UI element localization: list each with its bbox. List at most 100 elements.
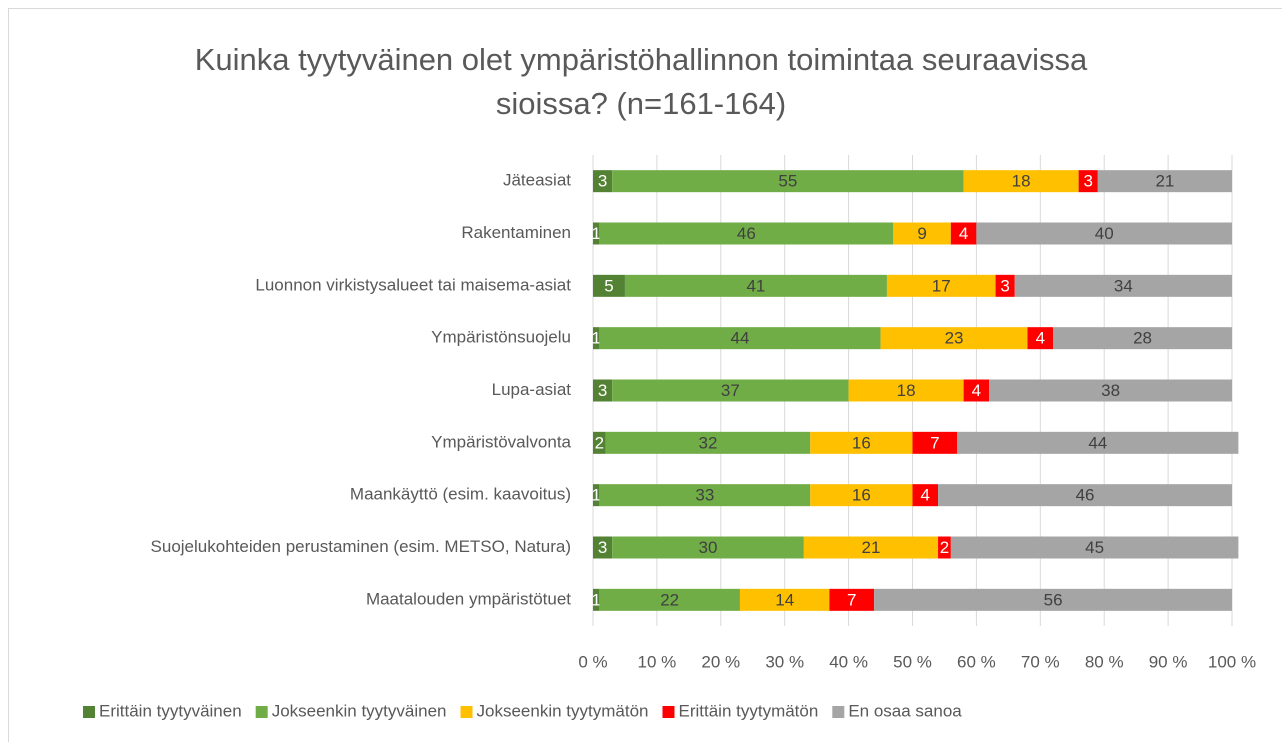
data-label: 3 [598, 172, 607, 191]
data-label: 4 [1036, 329, 1045, 348]
data-label: 38 [1101, 381, 1120, 400]
bar-segment [612, 536, 804, 559]
x-tick-label: 10 % [638, 652, 677, 671]
data-label: 17 [932, 276, 951, 295]
bar-segment [599, 484, 811, 507]
data-label: 28 [1133, 329, 1152, 348]
data-label: 7 [930, 433, 939, 452]
data-label: 32 [699, 433, 718, 452]
data-label: 5 [604, 276, 613, 295]
bar-segment [593, 222, 600, 245]
legend-label: Erittäin tyytyväinen [99, 701, 242, 720]
bar-segment [593, 327, 600, 350]
legend-swatch [832, 706, 845, 718]
legend-swatch [83, 706, 95, 718]
data-label: 14 [775, 590, 794, 609]
bar-segment [874, 588, 1232, 611]
bar-segment [810, 484, 913, 507]
data-label: 16 [852, 486, 871, 505]
data-label: 9 [917, 224, 926, 243]
x-tick-label: 50 % [893, 652, 932, 671]
bar-segment [989, 379, 1232, 402]
legend-swatch [255, 706, 268, 718]
bar-segment [912, 484, 939, 507]
y-tick-label: Maatalouden ympäristötuet [366, 589, 571, 608]
data-label: 22 [660, 590, 679, 609]
bar-segment [599, 588, 740, 611]
chart-border [8, 8, 1282, 742]
data-label: 1 [591, 329, 600, 348]
data-label: 3 [1083, 172, 1092, 191]
x-tick-label: 40 % [829, 652, 868, 671]
data-label: 23 [945, 329, 964, 348]
bar-segment [938, 484, 1232, 507]
data-label: 44 [1088, 433, 1107, 452]
x-tick-label: 70 % [1021, 652, 1060, 671]
bar-segment [893, 222, 951, 245]
data-label: 56 [1044, 590, 1063, 609]
data-label: 1 [591, 224, 600, 243]
bar-segment [1078, 170, 1098, 193]
data-label: 1 [591, 486, 600, 505]
legend-label: Jokseenkin tyytymätön [477, 701, 649, 720]
data-label: 4 [921, 486, 930, 505]
x-tick-label: 80 % [1085, 652, 1124, 671]
bar-segment [593, 379, 613, 402]
bar-segment [963, 379, 990, 402]
legend-label: Erittäin tyytymätön [678, 701, 818, 720]
bar-segment [593, 431, 606, 454]
data-label: 4 [972, 381, 981, 400]
y-tick-label: Suojelukohteiden perustaminen (esim. MET… [151, 537, 571, 556]
y-tick-label: Luonnon virkistysalueet tai maisema-asia… [255, 275, 571, 294]
bar-segment [593, 536, 613, 559]
data-label: 46 [737, 224, 756, 243]
bar-segment [995, 274, 1015, 297]
bar-segment [880, 327, 1028, 350]
data-label: 3 [1000, 276, 1009, 295]
bar-segment [848, 379, 964, 402]
data-label: 44 [731, 329, 750, 348]
data-label: 18 [897, 381, 916, 400]
bar-segment [957, 431, 1239, 454]
data-label: 18 [1012, 172, 1031, 191]
bar-segment [605, 431, 811, 454]
chart-title: Kuinka tyytyväinen olet ympäristöhallinn… [194, 42, 1088, 121]
bar-segment [624, 274, 887, 297]
bar-segment [810, 431, 913, 454]
data-label: 37 [721, 381, 740, 400]
data-label: 21 [862, 538, 881, 557]
data-label: 7 [847, 590, 856, 609]
data-label: 1 [591, 590, 600, 609]
y-tick-label: Rakentaminen [461, 223, 571, 242]
data-label: 30 [699, 538, 718, 557]
bar-segment [1097, 170, 1232, 193]
bar-segment [912, 431, 958, 454]
bar-segment [593, 274, 625, 297]
x-tick-label: 100 % [1208, 652, 1256, 671]
y-tick-label: Lupa-asiat [492, 380, 572, 399]
bar-segment [886, 274, 996, 297]
bar-segment [593, 170, 613, 193]
bar-segment [803, 536, 939, 559]
data-label: 45 [1085, 538, 1104, 557]
data-label: 16 [852, 433, 871, 452]
bar-segment [599, 327, 881, 350]
bar-segment [593, 588, 600, 611]
data-label: 46 [1076, 486, 1095, 505]
bar-segment [1014, 274, 1232, 297]
x-tick-label: 90 % [1149, 652, 1188, 671]
x-tick-label: 30 % [765, 652, 804, 671]
y-tick-label: Ympäristövalvonta [431, 432, 571, 451]
data-label: 33 [695, 486, 714, 505]
y-tick-label: Jäteasiat [503, 171, 571, 190]
legend-swatch [662, 706, 675, 718]
bar-segment [739, 588, 830, 611]
bar-segment [950, 536, 1239, 559]
bar-segment [950, 222, 977, 245]
bar-segment [976, 222, 1232, 245]
bar-segment [1053, 327, 1232, 350]
y-tick-label: Ympäristönsuojelu [431, 328, 571, 347]
data-label: 41 [746, 276, 765, 295]
